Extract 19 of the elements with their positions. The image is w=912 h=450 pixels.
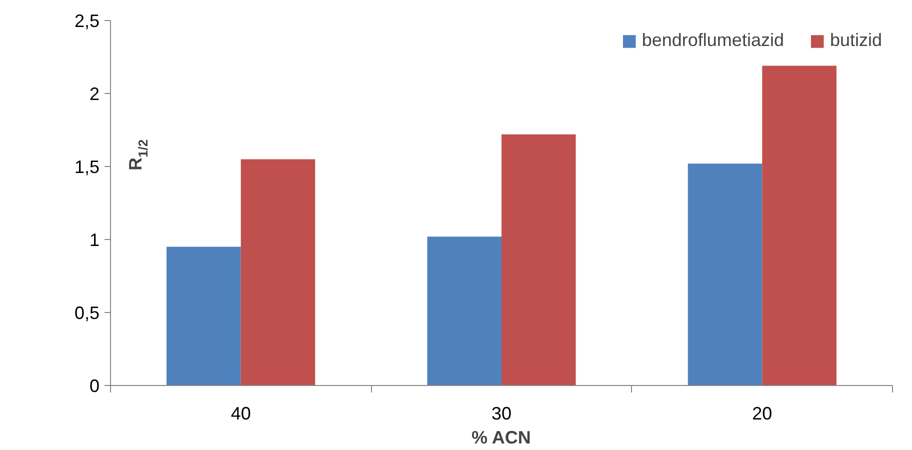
x-axis-title: % ACN <box>472 428 531 448</box>
x-tick-label: 20 <box>752 404 772 424</box>
x-tick-label: 40 <box>230 404 251 424</box>
bar <box>240 159 316 386</box>
y-tick-label: 1,5 <box>74 157 100 177</box>
x-tick-label: 30 <box>491 404 512 424</box>
y-axis-title: R1/2 <box>126 139 150 170</box>
legend-label: butizid <box>830 30 882 51</box>
bar <box>688 164 762 386</box>
y-tick-label: 1 <box>89 230 100 250</box>
y-tick-label: 0 <box>89 376 100 396</box>
bar <box>166 246 241 386</box>
bar <box>427 236 502 386</box>
y-tick-label: 2,5 <box>74 11 100 31</box>
y-tick-label: 2 <box>89 84 100 104</box>
bar <box>502 134 576 386</box>
y-tick-label: 0,5 <box>74 303 100 323</box>
legend-label: bendroflumetiazid <box>642 30 784 51</box>
bar <box>762 66 836 386</box>
